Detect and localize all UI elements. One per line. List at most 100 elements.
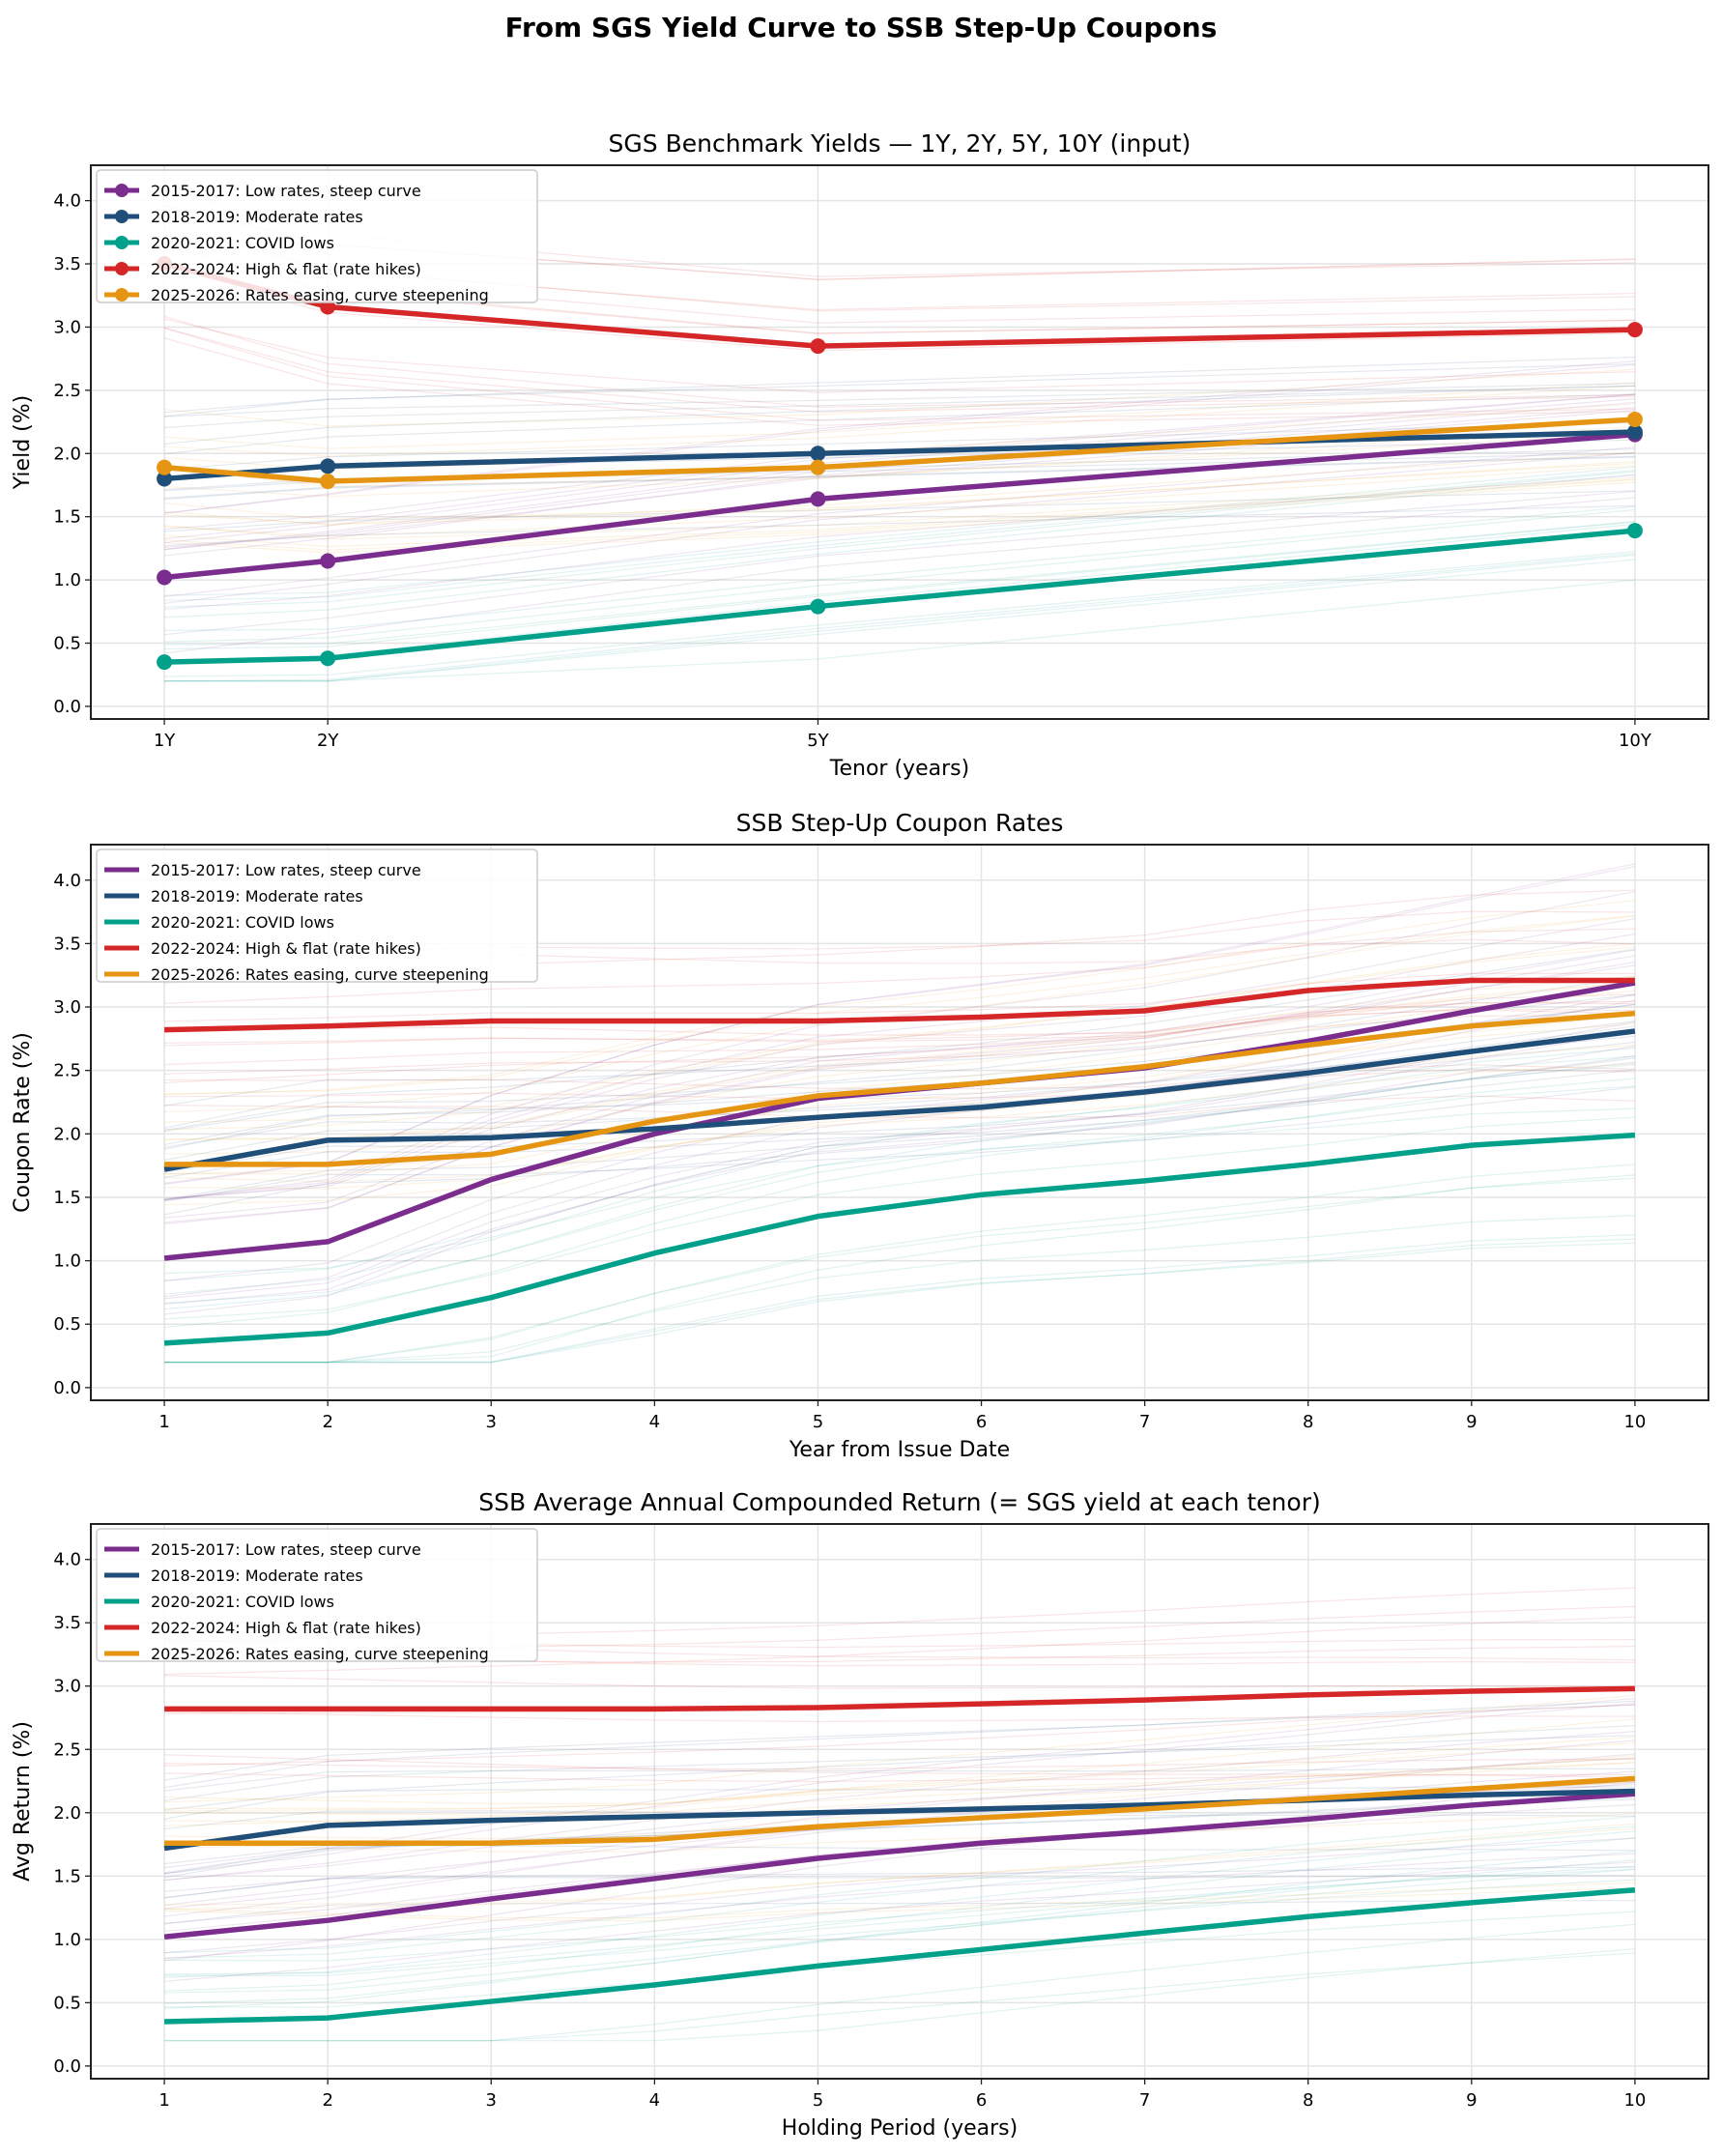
scenario-line (164, 928, 1635, 1004)
legend-marker (115, 210, 129, 223)
y-tick-label: 1.5 (53, 1866, 81, 1886)
scenario-line (164, 461, 1635, 526)
legend-label: 2015-2017: Low rates, steep curve (151, 1540, 421, 1559)
y-tick-label: 0.5 (53, 1314, 81, 1335)
y-tick-label: 2.0 (53, 444, 81, 464)
legend-label: 2022-2024: High & flat (rate hikes) (151, 260, 421, 278)
scenario-line (164, 465, 1635, 537)
scenario-line (164, 368, 1635, 427)
scenario-line (164, 955, 1636, 1225)
scenario-line (164, 1782, 1635, 1962)
scenario-line (164, 478, 1635, 548)
y-tick-label: 3.0 (53, 1677, 81, 1697)
x-tick-label: 6 (976, 2090, 987, 2111)
scenario-line (164, 1875, 1635, 1899)
legend-label: 2018-2019: Moderate rates (151, 1567, 363, 1585)
series-line-2015-2017 (163, 431, 1636, 581)
series-line-2018-2019 (163, 1028, 1636, 1172)
series-line-2025-2026 (164, 1010, 1636, 1167)
x-tick-label: 5 (813, 1412, 823, 1432)
y-tick-label: 0.5 (53, 1993, 81, 2013)
scenario-line (164, 1770, 1635, 1910)
scenario-line (164, 1063, 1635, 1183)
scenario-line (164, 1718, 1635, 1827)
scenario-line (164, 1095, 1635, 1119)
y-tick-label: 2.5 (53, 381, 81, 401)
y-tick-label: 3.0 (53, 997, 81, 1018)
data-point-2022-2024 (810, 338, 826, 355)
scenario-line (164, 1813, 1635, 1853)
legend-label: 2025-2026: Rates easing, curve steepenin… (151, 1645, 489, 1663)
legend-label: 2015-2017: Low rates, steep curve (151, 182, 421, 200)
x-axis-label: Year from Issue Date (789, 1438, 1010, 1462)
scenario-line (164, 1694, 1635, 1803)
data-point-2020-2021 (1626, 523, 1643, 539)
x-tick-label: 9 (1466, 2090, 1477, 2111)
legend-marker (115, 184, 129, 197)
series-line-2018-2019 (163, 1788, 1635, 1852)
subplot-3: SSB Average Annual Compounded Return (= … (11, 1488, 1709, 2141)
scenario-line (164, 393, 1635, 531)
data-point-2025-2026 (157, 459, 173, 475)
x-tick-label: 1 (158, 2090, 169, 2111)
scenario-line (164, 1886, 1635, 1922)
scenario-line (164, 1064, 1635, 1310)
legend-label: 2020-2021: COVID lows (151, 234, 334, 252)
x-tick-label: 2 (322, 1412, 332, 1432)
scenario-line (163, 337, 1635, 426)
y-tick-label: 1.0 (53, 1930, 81, 1950)
scenario-line (164, 1900, 1635, 1925)
scenario-line (164, 915, 1635, 1113)
series-line-2022-2024 (164, 977, 1635, 1033)
scenario-line (164, 417, 1635, 548)
scenario-line (164, 1882, 1635, 1919)
scenario-line (164, 1868, 1635, 1962)
axes-frame (90, 844, 1709, 1401)
scenario-line (164, 462, 1635, 521)
scenario-line (164, 401, 1635, 551)
scenario-line (164, 1047, 1635, 1295)
scenario-line (164, 559, 1635, 682)
x-tick-label: 5Y (807, 731, 829, 751)
scenario-line (164, 946, 1635, 1123)
legend-box (96, 848, 538, 983)
data-point-2020-2021 (320, 650, 336, 667)
scenario-line (164, 425, 1635, 498)
data-point-2018-2019 (157, 471, 173, 487)
legend: 2015-2017: Low rates, steep curve 2018-20… (96, 1528, 538, 1663)
data-point-2025-2026 (1626, 411, 1643, 427)
scenario-line (163, 1725, 1635, 1820)
legend-label: 2018-2019: Moderate rates (151, 208, 363, 226)
scenario-line (164, 1861, 1635, 1982)
scenario-line (164, 1736, 1635, 1812)
scenario-line (164, 1865, 1635, 1975)
legend: 2015-2017: Low rates, steep curve 2018-20… (96, 169, 538, 304)
scenario-line (164, 1810, 1635, 1830)
scenario-line (164, 982, 1635, 1155)
scenario-line (164, 890, 1636, 1201)
scenario-line (164, 1009, 1635, 1036)
y-tick-label: 2.5 (53, 1739, 81, 1760)
scenario-line (164, 1741, 1635, 1809)
scenario-line (164, 1758, 1635, 1770)
x-tick-label: 8 (1303, 1412, 1313, 1432)
legend-label: 2022-2024: High & flat (rate hikes) (151, 1619, 421, 1637)
scenario-line (163, 1086, 1635, 1202)
scenario-line (163, 993, 1635, 1107)
subplot-title: SSB Average Annual Compounded Return (= … (478, 1488, 1320, 1516)
scenario-line (164, 551, 1635, 677)
scenario-line (164, 553, 1635, 682)
scenario-line (164, 1816, 1635, 1954)
subplot-title: SSB Step-Up Coupon Rates (736, 809, 1064, 837)
scenario-line (164, 1823, 1635, 1911)
y-tick-label: 4.0 (53, 871, 81, 891)
y-tick-label: 0.5 (53, 634, 81, 654)
y-axis-label: Avg Return (%) (11, 1721, 35, 1882)
x-tick-label: 7 (1139, 1412, 1150, 1432)
scenario-line (164, 1757, 1635, 1882)
scenario-line (164, 1837, 1635, 1992)
scenario-line (164, 579, 1635, 682)
figure-title: From SGS Yield Curve to SSB Step-Up Coup… (505, 12, 1218, 43)
scenario-line (164, 521, 1635, 650)
scenario-line (164, 1827, 1635, 1906)
